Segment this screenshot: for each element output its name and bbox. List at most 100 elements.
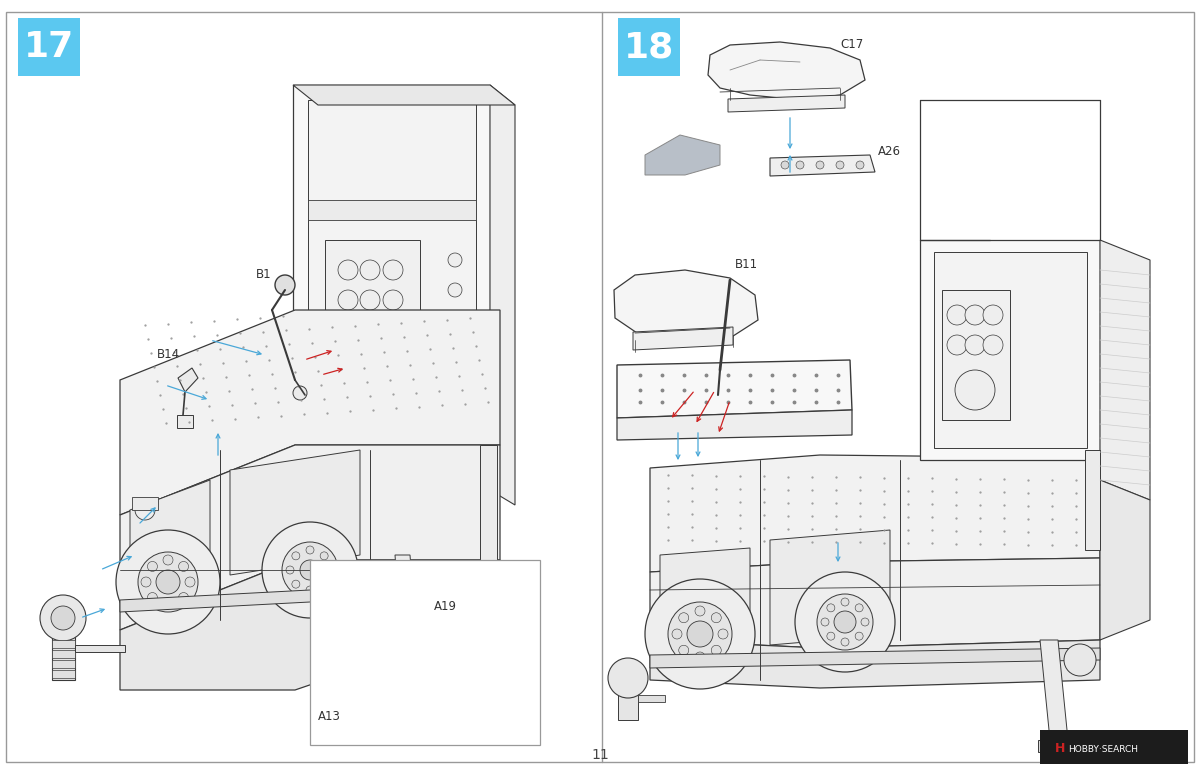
- Circle shape: [293, 386, 307, 400]
- Circle shape: [448, 253, 462, 267]
- Polygon shape: [770, 155, 875, 176]
- Circle shape: [148, 593, 157, 602]
- Polygon shape: [395, 555, 420, 690]
- Polygon shape: [942, 290, 1010, 420]
- Circle shape: [712, 613, 721, 622]
- Polygon shape: [130, 480, 210, 585]
- Polygon shape: [934, 252, 1087, 448]
- Circle shape: [821, 618, 829, 626]
- Polygon shape: [408, 640, 442, 665]
- Circle shape: [354, 639, 376, 661]
- Polygon shape: [708, 42, 865, 100]
- Polygon shape: [74, 645, 125, 652]
- Polygon shape: [614, 270, 758, 342]
- Polygon shape: [638, 695, 665, 702]
- Circle shape: [306, 586, 314, 594]
- Circle shape: [343, 628, 386, 672]
- Circle shape: [955, 370, 995, 410]
- Circle shape: [856, 161, 864, 169]
- Circle shape: [817, 594, 874, 650]
- Circle shape: [827, 604, 835, 611]
- Polygon shape: [355, 692, 374, 698]
- Circle shape: [796, 161, 804, 169]
- Polygon shape: [650, 648, 1100, 668]
- Circle shape: [262, 522, 358, 618]
- Polygon shape: [120, 560, 500, 690]
- Polygon shape: [52, 670, 74, 678]
- Polygon shape: [385, 690, 430, 700]
- Circle shape: [292, 552, 300, 560]
- Circle shape: [827, 632, 835, 640]
- Circle shape: [796, 572, 895, 672]
- Circle shape: [856, 632, 863, 640]
- Polygon shape: [355, 655, 374, 700]
- Circle shape: [163, 555, 173, 565]
- Circle shape: [686, 621, 713, 647]
- Polygon shape: [1100, 240, 1150, 500]
- Circle shape: [781, 161, 790, 169]
- Circle shape: [834, 611, 856, 633]
- Circle shape: [448, 343, 462, 357]
- Circle shape: [156, 570, 180, 594]
- Circle shape: [300, 560, 320, 580]
- Circle shape: [841, 598, 850, 606]
- Circle shape: [320, 580, 328, 588]
- Circle shape: [320, 552, 328, 560]
- Circle shape: [40, 595, 86, 641]
- Circle shape: [360, 260, 380, 280]
- Circle shape: [383, 290, 403, 310]
- Polygon shape: [490, 85, 515, 505]
- Polygon shape: [325, 240, 420, 380]
- Circle shape: [448, 313, 462, 327]
- Circle shape: [338, 260, 358, 280]
- Text: HOBBY·SEARCH: HOBBY·SEARCH: [1068, 744, 1138, 754]
- Polygon shape: [650, 455, 1100, 572]
- Circle shape: [608, 658, 648, 698]
- Circle shape: [482, 612, 498, 628]
- Circle shape: [142, 577, 151, 587]
- Text: 18: 18: [624, 30, 674, 64]
- Polygon shape: [52, 660, 74, 668]
- Circle shape: [679, 645, 689, 655]
- Polygon shape: [412, 665, 438, 685]
- Circle shape: [695, 606, 706, 616]
- Polygon shape: [120, 445, 500, 630]
- Bar: [618, 18, 680, 76]
- Polygon shape: [646, 135, 720, 175]
- Circle shape: [134, 500, 155, 520]
- Text: B14: B14: [157, 348, 180, 361]
- Bar: [1040, 730, 1188, 764]
- Polygon shape: [132, 497, 158, 510]
- Polygon shape: [728, 95, 845, 112]
- Circle shape: [362, 330, 382, 350]
- Circle shape: [292, 580, 300, 588]
- Circle shape: [275, 275, 295, 295]
- Polygon shape: [1100, 480, 1150, 640]
- Text: A19: A19: [434, 600, 457, 613]
- Circle shape: [965, 335, 985, 355]
- Polygon shape: [618, 680, 638, 720]
- Polygon shape: [293, 85, 490, 490]
- Polygon shape: [770, 530, 890, 645]
- Circle shape: [163, 599, 173, 609]
- Circle shape: [841, 638, 850, 646]
- Text: 11: 11: [592, 748, 608, 762]
- Polygon shape: [660, 548, 750, 638]
- Polygon shape: [230, 450, 360, 575]
- Polygon shape: [650, 558, 1100, 648]
- Circle shape: [326, 566, 334, 574]
- Circle shape: [185, 577, 194, 587]
- Circle shape: [712, 645, 721, 655]
- Circle shape: [947, 305, 967, 325]
- Circle shape: [856, 604, 863, 611]
- Circle shape: [862, 618, 869, 626]
- Circle shape: [282, 542, 338, 598]
- Circle shape: [50, 606, 74, 630]
- Polygon shape: [480, 445, 497, 600]
- Bar: [310, 560, 540, 745]
- Circle shape: [383, 260, 403, 280]
- Circle shape: [138, 552, 198, 612]
- Circle shape: [668, 602, 732, 666]
- Polygon shape: [617, 360, 852, 418]
- Circle shape: [338, 290, 358, 310]
